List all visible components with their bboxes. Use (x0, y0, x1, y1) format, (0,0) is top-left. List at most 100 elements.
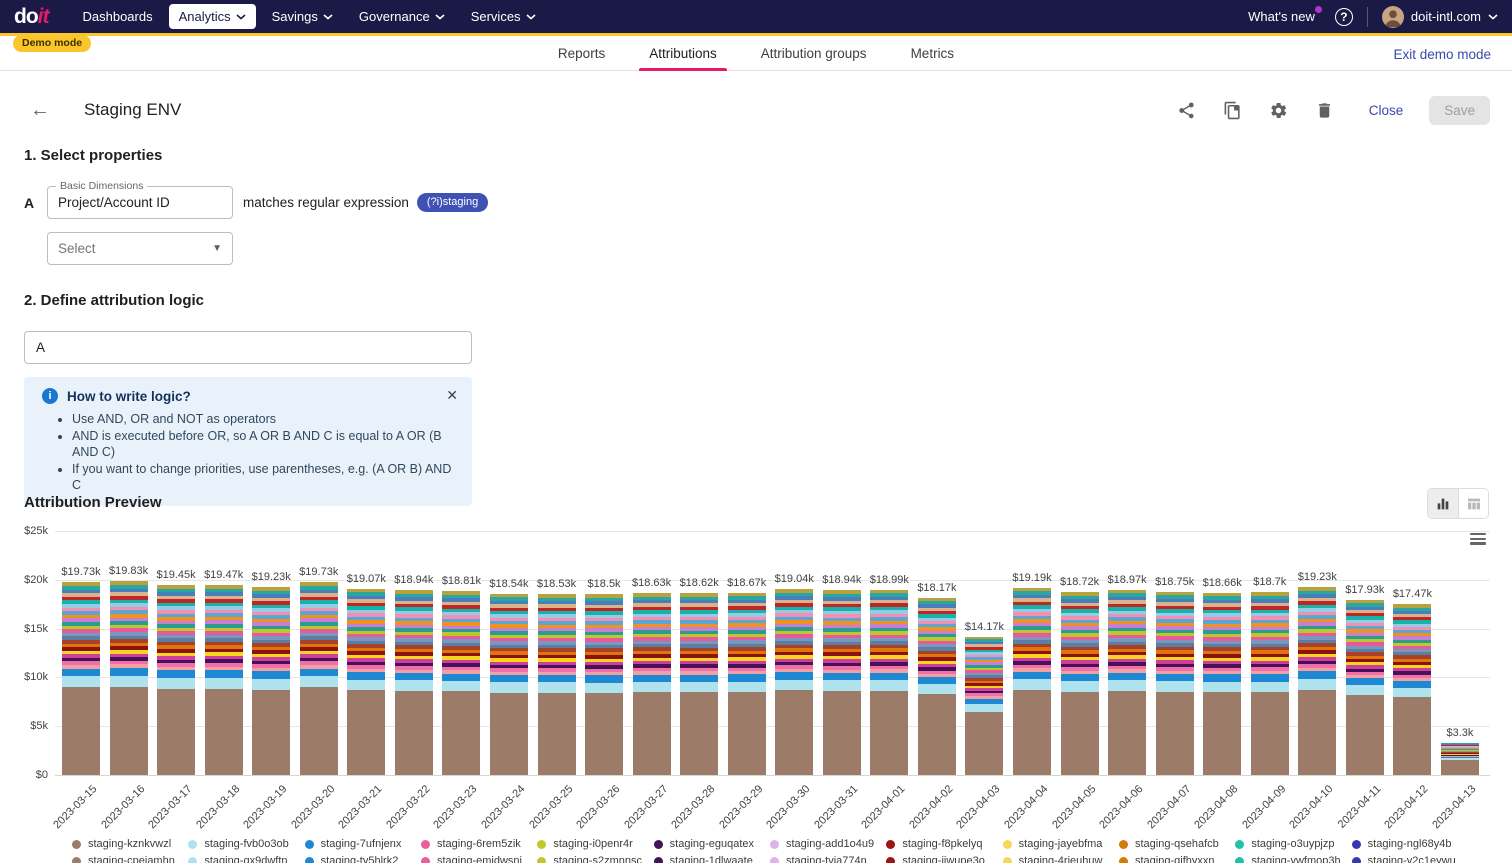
tab-metrics[interactable]: Metrics (910, 46, 955, 61)
legend-item-staging-ywfmop3h[interactable]: staging-ywfmop3h (1235, 855, 1351, 863)
bar-2023-03-19[interactable] (252, 587, 291, 775)
legend-item-staging-add1o4u9[interactable]: staging-add1o4u9 (770, 838, 886, 850)
nav-item-services[interactable]: Services (461, 4, 546, 29)
legend-item-staging-o3uypjzp[interactable]: staging-o3uypjzp (1235, 838, 1351, 850)
nav-item-savings[interactable]: Savings (262, 4, 343, 29)
legend-item-staging-ty5hlrk2[interactable]: staging-ty5hlrk2 (304, 855, 421, 863)
bar-2023-04-06[interactable] (1108, 589, 1147, 775)
logic-input[interactable] (24, 331, 472, 364)
bar-2023-04-03[interactable] (965, 636, 1004, 775)
bar-2023-03-27[interactable] (632, 593, 671, 775)
legend-item-staging-i0penr4r[interactable]: staging-i0penr4r (537, 838, 653, 850)
bar-segment (489, 614, 528, 618)
bar-segment (1155, 660, 1194, 664)
tab-attribution-groups[interactable]: Attribution groups (760, 46, 867, 61)
legend-item-staging-eguqatex[interactable]: staging-eguqatex (653, 838, 770, 850)
dimension-input[interactable] (58, 195, 222, 210)
bar-2023-03-31[interactable] (822, 590, 861, 775)
dimension-field[interactable]: Basic Dimensions (47, 180, 233, 219)
settings-icon[interactable] (1269, 100, 1289, 120)
chart-menu-icon[interactable] (1470, 533, 1486, 547)
bar-2023-03-25[interactable] (537, 594, 576, 775)
legend-item-staging-cpejamhn[interactable]: staging-cpejamhn (72, 855, 188, 863)
bar-2023-03-29[interactable] (727, 592, 766, 775)
whats-new-link[interactable]: What's new (1248, 6, 1322, 24)
close-icon[interactable]: ✕ (446, 387, 458, 403)
bar-segment (870, 606, 909, 611)
back-arrow-icon[interactable]: ← (30, 99, 50, 121)
bar-2023-04-10[interactable] (1298, 587, 1337, 775)
account-menu[interactable]: doit-intl.com (1381, 5, 1498, 28)
delete-icon[interactable] (1315, 100, 1335, 120)
legend-item-staging-y2c1eywu[interactable]: staging-y2c1eywu (1351, 855, 1468, 863)
legend-item-staging-jjwupe3o[interactable]: staging-jjwupe3o (886, 855, 1002, 863)
bar-segment (1298, 594, 1337, 598)
legend-item-staging-f8pkelyq[interactable]: staging-f8pkelyq (886, 838, 1002, 850)
bar-2023-04-08[interactable] (1203, 592, 1242, 775)
bar-2023-03-30[interactable] (775, 589, 814, 775)
bar-segment (1013, 661, 1051, 665)
legend-item-staging-qsehafcb[interactable]: staging-qsehafcb (1119, 838, 1235, 850)
bar-2023-03-15[interactable] (62, 582, 100, 775)
legend-item-staging-qx9dwftn[interactable]: staging-qx9dwftn (188, 855, 304, 863)
nav-item-label: Analytics (178, 9, 231, 24)
bar-2023-04-13[interactable] (1440, 742, 1479, 775)
bar-segment (1345, 613, 1384, 617)
bar-segment (442, 615, 481, 619)
bar-2023-04-05[interactable] (1060, 592, 1099, 775)
bar-segment (489, 594, 528, 598)
bar-segment (252, 615, 291, 619)
legend-item-staging-emjdwsnj[interactable]: staging-emjdwsnj (421, 855, 537, 863)
legend-item-staging-ngl68y4b[interactable]: staging-ngl68y4b (1351, 838, 1468, 850)
bar-2023-03-23[interactable] (442, 591, 481, 775)
bar-segment (442, 608, 481, 612)
legend-item-staging-kznkvwzl[interactable]: staging-kznkvwzl (72, 838, 188, 850)
copy-icon[interactable] (1223, 100, 1243, 120)
legend-item-staging-jayebfma[interactable]: staging-jayebfma (1002, 838, 1119, 850)
legend-item-staging-6rem5zik[interactable]: staging-6rem5zik (421, 838, 537, 850)
legend-item-staging-fvb0o3ob[interactable]: staging-fvb0o3ob (188, 838, 304, 850)
bar-2023-03-28[interactable] (680, 593, 719, 775)
nav-item-governance[interactable]: Governance (349, 4, 455, 29)
bar-2023-03-18[interactable] (204, 584, 243, 775)
select-dropdown[interactable]: Select ▼ (47, 232, 233, 265)
regex-chip[interactable]: (?i)staging (416, 193, 489, 212)
save-button[interactable]: Save (1429, 95, 1490, 125)
bar-2023-03-17[interactable] (157, 585, 196, 775)
bar-2023-04-11[interactable] (1345, 600, 1384, 775)
legend-item-staging-7ufnjenx[interactable]: staging-7ufnjenx (304, 838, 421, 850)
bar-2023-04-01[interactable] (870, 589, 909, 775)
bar-2023-04-07[interactable] (1155, 592, 1194, 775)
exit-demo-mode-link[interactable]: Exit demo mode (1393, 47, 1491, 62)
primary-nav: Dashboards Analytics Savings Governance Serv… (72, 4, 545, 29)
tab-attributions[interactable]: Attributions (639, 36, 727, 71)
nav-item-dashboards[interactable]: Dashboards (72, 4, 162, 29)
legend-item-staging-tvia774n[interactable]: staging-tvia774n (770, 855, 886, 863)
bar-segment (917, 644, 956, 648)
chart-view-toggle[interactable] (1428, 489, 1458, 518)
legend-item-staging-qifhyxxn[interactable]: staging-qifhyxxn (1119, 855, 1235, 863)
bar-2023-03-16[interactable] (109, 581, 148, 775)
bar-2023-04-02[interactable] (917, 597, 956, 775)
help-icon[interactable]: ? (1334, 7, 1353, 26)
bar-2023-03-21[interactable] (347, 588, 386, 775)
bar-segment (394, 635, 433, 639)
tab-reports[interactable]: Reports (557, 46, 606, 61)
bar-2023-03-26[interactable] (585, 594, 624, 775)
bar-2023-04-09[interactable] (1250, 592, 1289, 775)
bar-2023-04-04[interactable] (1013, 587, 1051, 775)
doit-logo[interactable]: do it (14, 5, 49, 29)
nav-item-analytics[interactable]: Analytics (168, 4, 256, 29)
bar-segment (1250, 664, 1289, 668)
bar-2023-03-20[interactable] (299, 582, 338, 775)
legend-item-staging-s2zmnnsc[interactable]: staging-s2zmnnsc (537, 855, 653, 863)
legend-item-staging-1dlwaate[interactable]: staging-1dlwaate (653, 855, 770, 863)
bar-segment (727, 660, 766, 665)
table-view-toggle[interactable] (1458, 489, 1488, 518)
bar-2023-03-24[interactable] (489, 594, 528, 775)
bar-2023-04-12[interactable] (1393, 604, 1432, 775)
legend-item-staging-4rieuhuw[interactable]: staging-4rieuhuw (1002, 855, 1119, 863)
bar-2023-03-22[interactable] (394, 590, 433, 775)
share-icon[interactable] (1177, 100, 1197, 120)
close-button[interactable]: Close (1368, 102, 1404, 118)
